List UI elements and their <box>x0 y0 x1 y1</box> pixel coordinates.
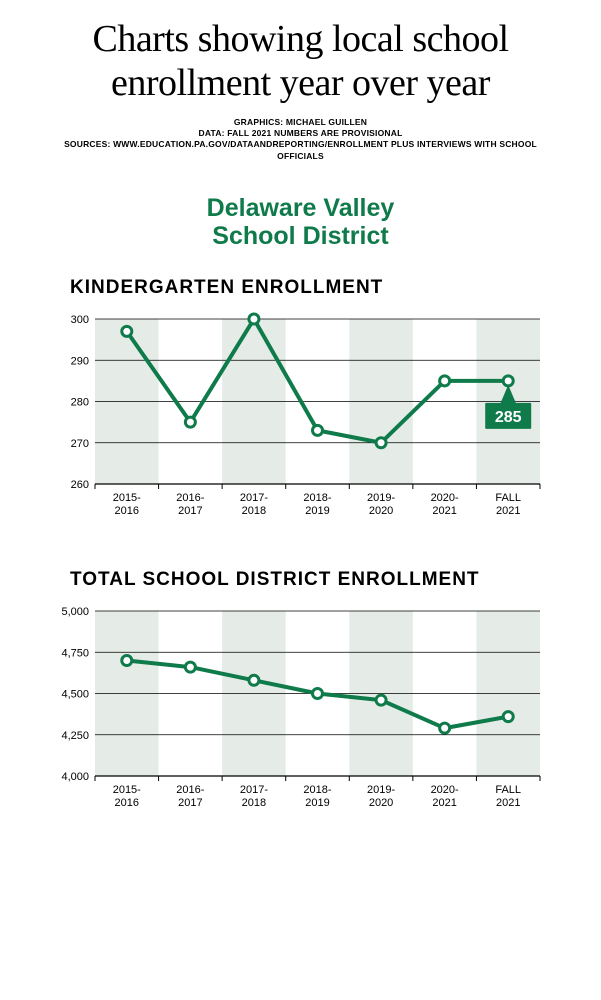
x-tick-label: 2020- <box>431 784 459 796</box>
x-tick-label: 2016- <box>176 784 204 796</box>
data-point <box>249 675 259 685</box>
x-tick-label: FALL <box>495 492 521 504</box>
chart-2-block: TOTAL SCHOOL DISTRICT ENROLLMENT 4,000 4,… <box>0 539 601 831</box>
x-tick-label: 2021 <box>496 797 520 809</box>
chart-2-svg: 4,0004,2504,5004,7505,0002015-20162016-2… <box>50 601 550 821</box>
credits-line-1: GRAPHICS: MICHAEL GUILLEN <box>40 117 561 128</box>
x-tick-label: FALL <box>495 784 521 796</box>
x-tick-label: 2017 <box>178 505 202 517</box>
data-point <box>185 662 195 672</box>
x-tick-label: 2018- <box>303 492 331 504</box>
callout-label: 285 <box>495 409 522 426</box>
y-tick-label: 260 <box>71 479 89 491</box>
chart-1-svg: 2602702802903002015-20162016-20172017-20… <box>50 309 550 529</box>
y-tick-label: 300 <box>71 314 89 326</box>
x-tick-label: 2021 <box>432 505 456 517</box>
y-tick-label: 4,000 <box>61 771 89 783</box>
x-tick-label: 2018- <box>303 784 331 796</box>
x-tick-label: 2019- <box>367 784 395 796</box>
x-tick-label: 2019 <box>305 505 329 517</box>
data-point <box>249 314 259 324</box>
y-tick-label: 4,500 <box>61 689 89 701</box>
chart-1-title: KINDERGARTEN ENROLLMENT <box>50 277 551 309</box>
x-tick-label: 2017- <box>240 492 268 504</box>
x-tick-label: 2018 <box>242 505 266 517</box>
data-point <box>503 712 513 722</box>
district-name: Delaware Valley School District <box>0 182 601 278</box>
y-tick-label: 270 <box>71 438 89 450</box>
x-tick-label: 2017 <box>178 797 202 809</box>
x-tick-label: 2021 <box>432 797 456 809</box>
y-tick-label: 280 <box>71 397 89 409</box>
district-line-1: Delaware Valley <box>207 194 395 222</box>
data-point <box>313 689 323 699</box>
x-tick-label: 2018 <box>242 797 266 809</box>
credits-line-2: DATA: FALL 2021 NUMBERS ARE PROVISIONAL <box>40 128 561 139</box>
title-line-2: enrollment year over year <box>111 62 490 104</box>
data-point <box>376 695 386 705</box>
title-line-1: Charts showing local school <box>92 18 508 60</box>
credits-block: GRAPHICS: MICHAEL GUILLEN DATA: FALL 202… <box>0 113 601 181</box>
x-tick-label: 2020 <box>369 505 393 517</box>
x-tick-label: 2015- <box>113 492 141 504</box>
district-line-2: School District <box>212 222 388 250</box>
y-tick-label: 290 <box>71 355 89 367</box>
x-tick-label: 2019 <box>305 797 329 809</box>
data-point <box>376 438 386 448</box>
x-tick-label: 2019- <box>367 492 395 504</box>
data-point <box>122 326 132 336</box>
page-title: Charts showing local school enrollment y… <box>0 0 601 113</box>
data-point <box>122 656 132 666</box>
data-point <box>503 376 513 386</box>
x-tick-label: 2021 <box>496 505 520 517</box>
data-point <box>440 723 450 733</box>
y-tick-label: 5,000 <box>61 606 89 618</box>
y-tick-label: 4,750 <box>61 647 89 659</box>
x-tick-label: 2016 <box>115 505 139 517</box>
data-point <box>185 417 195 427</box>
x-tick-label: 2015- <box>113 784 141 796</box>
x-tick-label: 2020 <box>369 797 393 809</box>
y-tick-label: 4,250 <box>61 730 89 742</box>
x-tick-label: 2020- <box>431 492 459 504</box>
chart-1-block: KINDERGARTEN ENROLLMENT 260 270 280 290 300 2… <box>0 277 601 539</box>
credits-line-3: SOURCES: WWW.EDUCATION.PA.GOV/DATAANDREP… <box>40 139 561 161</box>
x-tick-label: 2017- <box>240 784 268 796</box>
chart-2-title: TOTAL SCHOOL DISTRICT ENROLLMENT <box>50 569 551 601</box>
x-tick-label: 2016 <box>115 797 139 809</box>
x-tick-label: 2016- <box>176 492 204 504</box>
data-point <box>440 376 450 386</box>
data-point <box>313 425 323 435</box>
